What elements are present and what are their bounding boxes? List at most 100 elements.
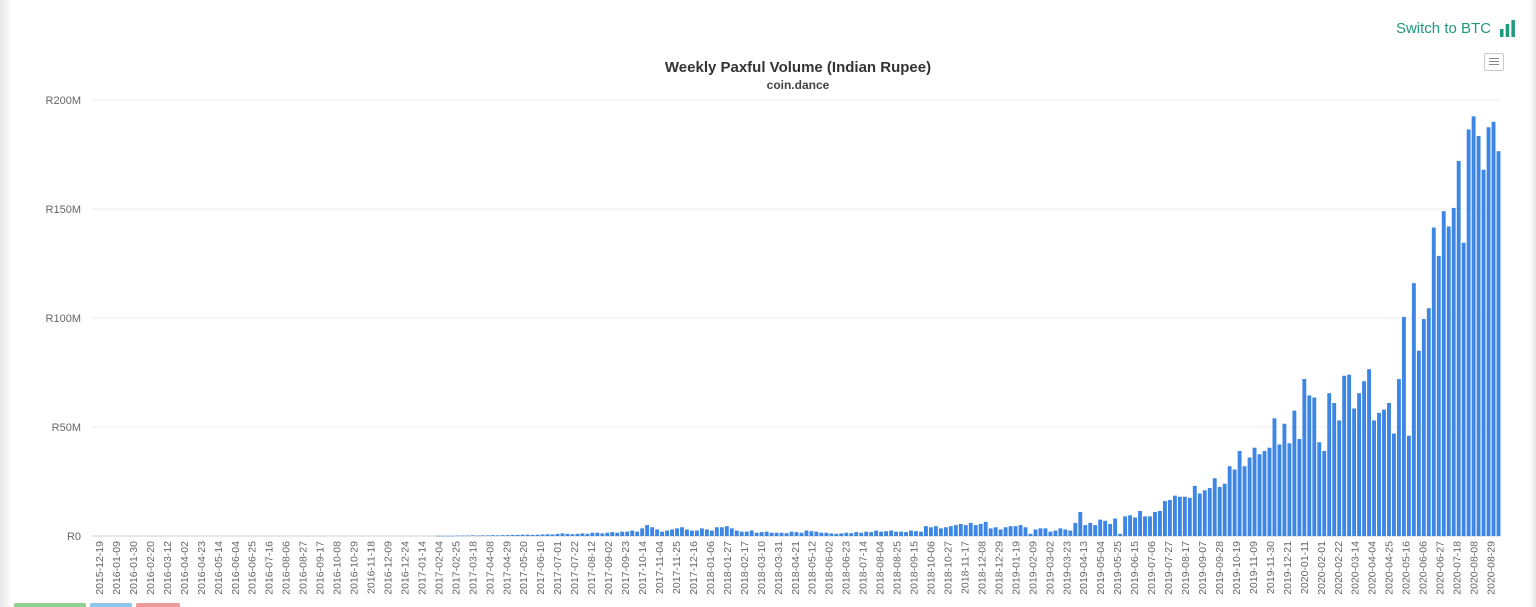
volume-bar[interactable] <box>1023 527 1028 536</box>
volume-bar[interactable] <box>1491 121 1496 537</box>
volume-bar[interactable] <box>839 533 844 536</box>
volume-bar[interactable] <box>685 529 689 536</box>
volume-bar[interactable] <box>1058 528 1063 536</box>
volume-bar[interactable] <box>530 534 535 536</box>
volume-bar[interactable] <box>819 532 824 536</box>
volume-bar[interactable] <box>580 533 585 536</box>
volume-bar[interactable] <box>1088 522 1093 536</box>
chart-menu-button[interactable] <box>1484 53 1504 71</box>
volume-bar[interactable] <box>545 534 550 536</box>
volume-bar[interactable] <box>978 524 983 536</box>
volume-bar[interactable] <box>515 534 520 536</box>
volume-bar[interactable] <box>670 529 674 536</box>
volume-bar[interactable] <box>456 535 460 537</box>
volume-bar[interactable] <box>1337 420 1342 536</box>
volume-bar[interactable] <box>460 535 465 537</box>
volume-bar[interactable] <box>1302 379 1307 536</box>
volume-bar[interactable] <box>590 532 595 536</box>
volume-bar[interactable] <box>958 524 963 536</box>
volume-bar[interactable] <box>1401 316 1406 536</box>
volume-bar[interactable] <box>1451 207 1456 536</box>
volume-bar[interactable] <box>1486 127 1491 536</box>
volume-bar[interactable] <box>1153 512 1157 536</box>
volume-bar[interactable] <box>540 534 545 536</box>
volume-bar[interactable] <box>441 535 445 537</box>
volume-bar[interactable] <box>754 532 759 536</box>
volume-bar[interactable] <box>1282 423 1287 536</box>
volume-bar[interactable] <box>1377 412 1381 536</box>
volume-bar[interactable] <box>1317 442 1322 536</box>
volume-bar[interactable] <box>1013 526 1018 536</box>
volume-bar[interactable] <box>615 532 620 536</box>
volume-bar[interactable] <box>1416 350 1421 536</box>
volume-bar[interactable] <box>1098 519 1103 536</box>
volume-bar[interactable] <box>894 531 899 536</box>
volume-bar[interactable] <box>794 532 799 536</box>
volume-bar[interactable] <box>869 532 874 536</box>
volume-bar[interactable] <box>1242 466 1247 536</box>
volume-bar[interactable] <box>1272 418 1277 536</box>
volume-bar[interactable] <box>1192 485 1197 536</box>
volume-bar[interactable] <box>759 532 764 536</box>
volume-bar[interactable] <box>1143 516 1147 536</box>
volume-bar[interactable] <box>1038 528 1043 536</box>
volume-bar[interactable] <box>938 528 943 536</box>
volume-bar[interactable] <box>719 527 724 536</box>
volume-bar[interactable] <box>1481 169 1486 536</box>
volume-bar[interactable] <box>809 531 814 536</box>
volume-bar[interactable] <box>884 531 889 536</box>
volume-bar[interactable] <box>635 531 640 536</box>
volume-bar[interactable] <box>704 529 709 536</box>
volume-bar[interactable] <box>834 533 839 536</box>
volume-bar[interactable] <box>784 533 789 536</box>
volume-bar[interactable] <box>904 532 908 536</box>
volume-bar[interactable] <box>1227 466 1232 536</box>
volume-bar[interactable] <box>1232 469 1237 536</box>
bottom-tab-green[interactable] <box>14 603 86 607</box>
volume-bar[interactable] <box>1406 435 1411 536</box>
volume-bar[interactable] <box>1148 516 1152 536</box>
volume-bar[interactable] <box>510 534 515 536</box>
volume-bar[interactable] <box>1093 525 1098 536</box>
volume-bar[interactable] <box>1118 533 1123 536</box>
volume-bar[interactable] <box>1207 488 1212 536</box>
volume-bar[interactable] <box>729 528 734 536</box>
volume-bar[interactable] <box>814 531 819 536</box>
volume-bar[interactable] <box>1138 510 1142 536</box>
volume-bar[interactable] <box>1456 161 1461 537</box>
volume-bar[interactable] <box>575 533 580 536</box>
volume-bar[interactable] <box>650 527 655 536</box>
volume-bar[interactable] <box>1202 490 1207 536</box>
volume-bar[interactable] <box>983 521 988 536</box>
volume-bar[interactable] <box>1212 478 1217 536</box>
volume-bar[interactable] <box>739 531 744 536</box>
volume-bar[interactable] <box>799 532 804 536</box>
volume-bar[interactable] <box>555 533 560 536</box>
volume-bar[interactable] <box>1187 497 1192 536</box>
volume-bar[interactable] <box>1172 495 1177 536</box>
volume-bar[interactable] <box>1446 226 1451 536</box>
volume-bar[interactable] <box>734 530 739 536</box>
volume-bar[interactable] <box>1252 447 1257 536</box>
volume-bar[interactable] <box>973 525 978 536</box>
volume-bar[interactable] <box>665 530 669 536</box>
volume-bar[interactable] <box>1262 450 1267 536</box>
volume-bar[interactable] <box>1277 444 1282 536</box>
volume-bar[interactable] <box>675 528 679 536</box>
volume-bar[interactable] <box>1008 526 1013 536</box>
volume-bar[interactable] <box>655 529 660 536</box>
volume-bar[interactable] <box>1162 501 1167 536</box>
volume-bar[interactable] <box>764 531 769 536</box>
volume-bar[interactable] <box>943 527 948 536</box>
volume-bar[interactable] <box>446 535 450 537</box>
volume-bar[interactable] <box>1421 319 1426 536</box>
volume-bar[interactable] <box>1018 525 1023 536</box>
volume-bar[interactable] <box>933 526 938 536</box>
volume-bar[interactable] <box>1123 516 1128 536</box>
volume-bar[interactable] <box>1247 457 1252 536</box>
volume-bar[interactable] <box>1357 393 1362 536</box>
volume-bar[interactable] <box>993 527 998 536</box>
volume-bar[interactable] <box>535 534 540 536</box>
volume-bar[interactable] <box>744 531 749 536</box>
volume-bar[interactable] <box>909 530 913 536</box>
